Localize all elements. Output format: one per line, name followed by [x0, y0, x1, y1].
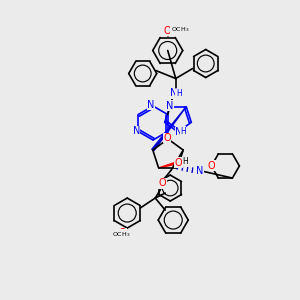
Text: N: N — [147, 100, 155, 110]
Text: N: N — [170, 88, 177, 98]
Text: H: H — [180, 127, 186, 136]
Polygon shape — [152, 107, 186, 151]
Text: O: O — [208, 161, 215, 171]
Text: $\mathsf{OCH_3}$: $\mathsf{OCH_3}$ — [112, 230, 130, 238]
Text: O: O — [163, 133, 171, 143]
Text: $\mathsf{OCH_3}$: $\mathsf{OCH_3}$ — [171, 25, 189, 34]
Text: O: O — [158, 178, 166, 188]
Text: H: H — [183, 158, 188, 166]
Text: O: O — [118, 228, 126, 238]
Polygon shape — [159, 162, 177, 168]
Text: N: N — [133, 127, 140, 136]
Text: O: O — [164, 26, 172, 35]
Text: N: N — [196, 166, 203, 176]
Text: N: N — [175, 127, 183, 137]
Text: N: N — [166, 101, 173, 111]
Text: O: O — [175, 158, 182, 168]
Text: H: H — [176, 89, 182, 98]
